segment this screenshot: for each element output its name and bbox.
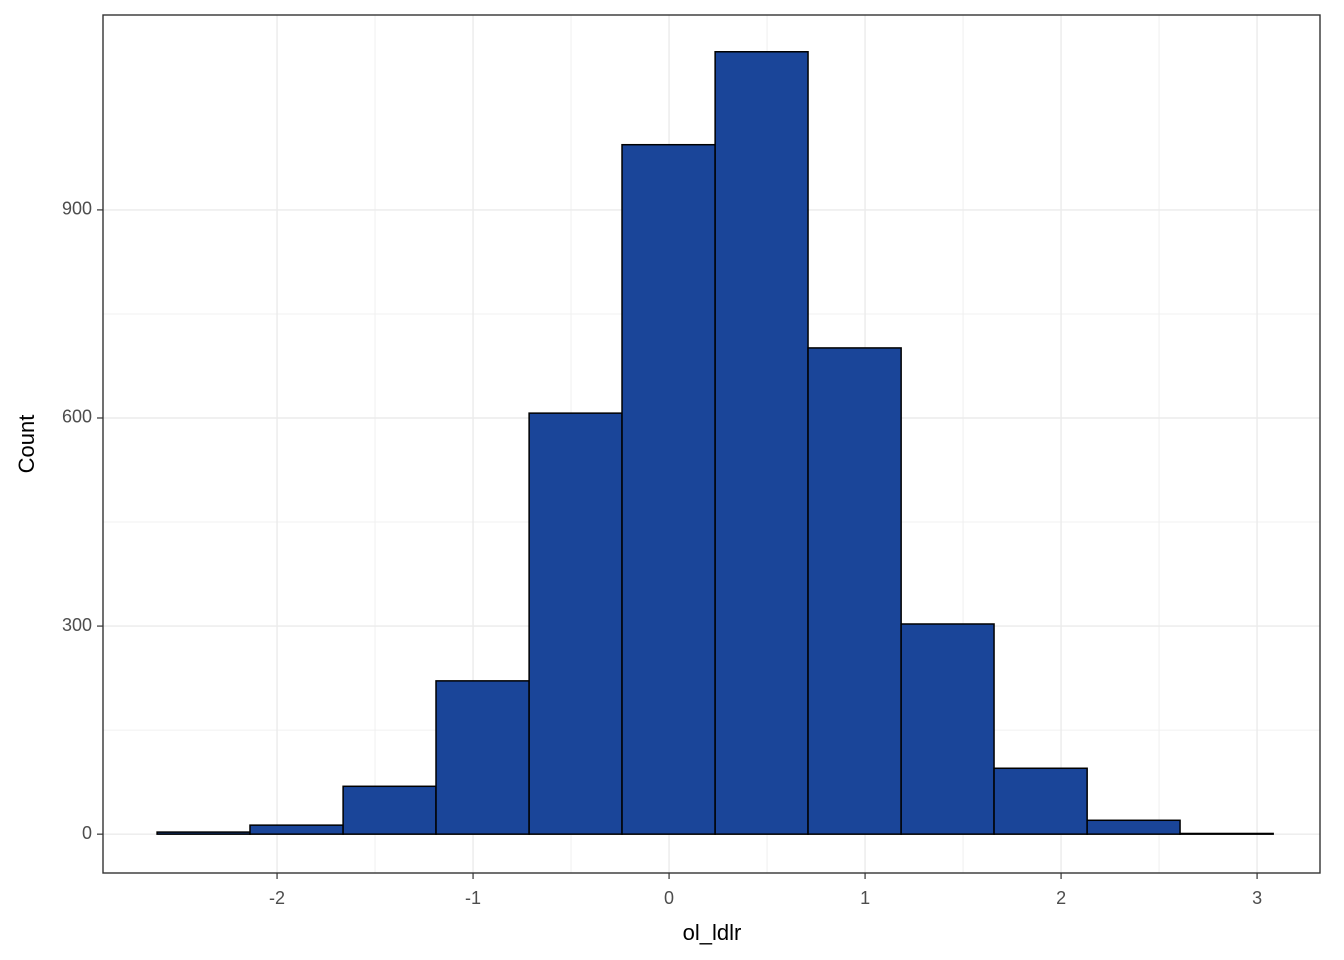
bar (714, 51, 809, 835)
y-axis-title: Count (14, 415, 39, 474)
bar (1179, 832, 1274, 835)
y-tick-label: 900 (62, 199, 92, 219)
x-tick-label: 1 (860, 888, 870, 908)
y-tick-label: 0 (82, 823, 92, 843)
bar (156, 831, 251, 835)
bar (993, 767, 1088, 835)
bar (435, 680, 530, 835)
bar (621, 143, 716, 835)
x-axis-title: ol_ldlr (683, 920, 742, 945)
bar (900, 623, 995, 835)
bar (249, 824, 344, 835)
x-tick-label: -2 (269, 888, 285, 908)
bar (342, 785, 437, 835)
x-tick-label: 0 (664, 888, 674, 908)
panel-border (102, 14, 1321, 874)
y-tick-label: 600 (62, 407, 92, 427)
x-tick-label: 2 (1056, 888, 1066, 908)
x-tick-label: 3 (1252, 888, 1262, 908)
x-tick-label: -1 (465, 888, 481, 908)
bar (807, 347, 902, 835)
bar (1086, 819, 1181, 835)
y-tick-label: 300 (62, 615, 92, 635)
bar (528, 412, 623, 835)
